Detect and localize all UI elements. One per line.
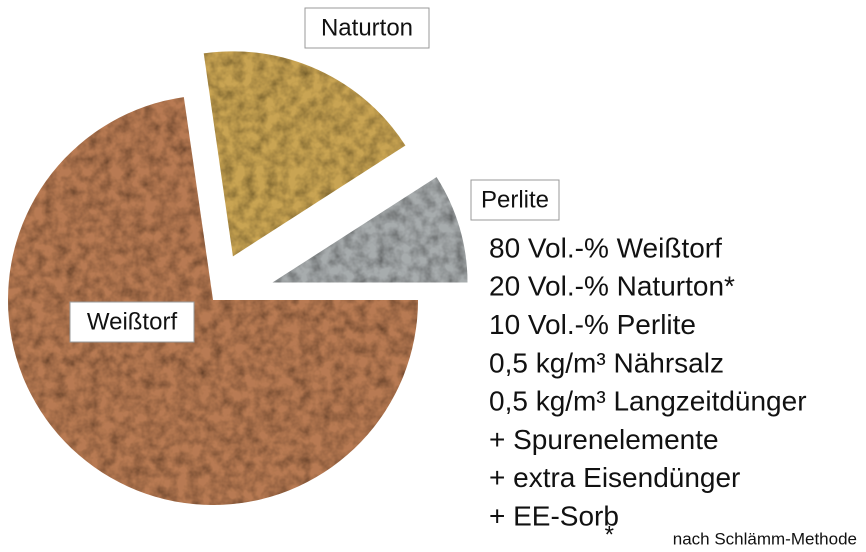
annotations: 80 Vol.-% Weißtorf 20 Vol.-% Naturton* 10 … [489,232,807,531]
recipe-line: + Spurenelemente [489,424,719,455]
recipe-line: + extra Eisendünger [489,462,740,493]
recipe-line: 80 Vol.-% Weißtorf [489,232,722,263]
recipe-line: 20 Vol.-% Naturton* [489,271,735,302]
recipe-line: + EE-Sorb [489,500,619,531]
pie [8,51,467,505]
chart: Weißtorf Naturton Perlite 80 Vol.-% Weißto… [0,0,866,552]
footnote: nach Schlämm-Methode [673,529,857,548]
footnote-mark: * [605,521,614,548]
recipe-line: 0,5 kg/m³ Langzeitdünger [489,386,807,417]
slice-label: Weißtorf [87,308,178,335]
slice-label: Naturton [321,14,413,41]
slice-label: Perlite [481,186,549,213]
recipe-line: 10 Vol.-% Perlite [489,309,696,340]
recipe-line: 0,5 kg/m³ Nährsalz [489,347,724,378]
